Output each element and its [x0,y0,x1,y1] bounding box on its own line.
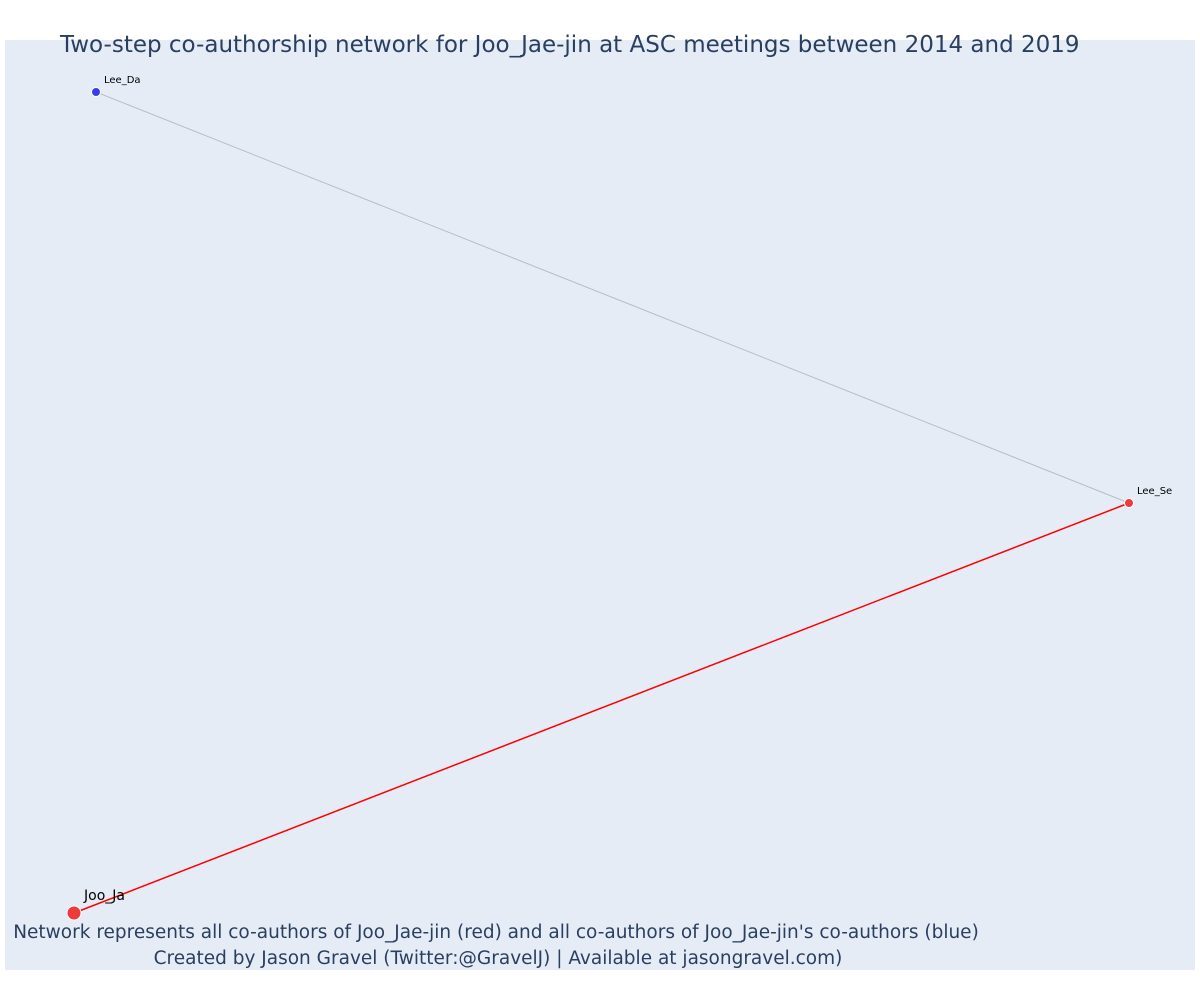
node-label-lee-da: Lee_Da [104,75,141,86]
node-label-lee-se: Lee_Se [1137,486,1172,497]
chart-title: Two-step co-authorship network for Joo_J… [59,32,1080,58]
node-lee-da[interactable] [91,87,101,97]
caption-line-2: Created by Jason Gravel (Twitter:@Gravel… [154,948,843,969]
caption-line-1: Network represents all co-authors of Joo… [13,922,979,943]
edge-lee-se-joo-ja [73,502,1130,914]
node-joo-ja[interactable] [66,905,82,921]
edge-lee-da-lee-se [95,91,1130,504]
node-lee-se[interactable] [1124,498,1134,508]
plot-background [5,40,1195,970]
node-label-joo-ja: Joo_Ja [83,888,125,904]
